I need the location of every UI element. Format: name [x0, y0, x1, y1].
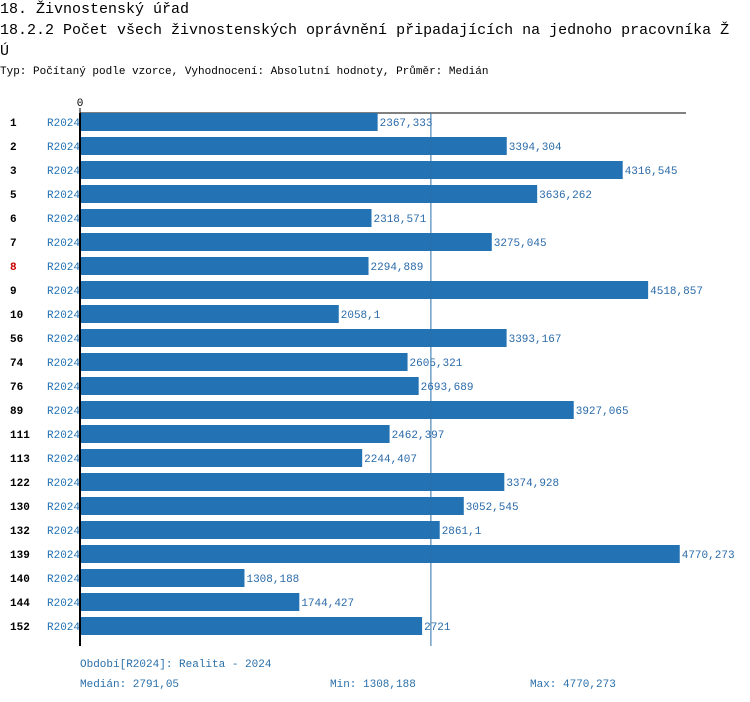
bar	[80, 137, 507, 155]
category-label: 111	[10, 430, 30, 442]
category-label: 3	[10, 166, 17, 178]
value-label: 2693,689	[421, 382, 474, 394]
bar	[80, 353, 408, 371]
min-label: Min: 1308,188	[330, 679, 416, 691]
value-label: 4770,273	[682, 550, 735, 562]
bar	[80, 113, 378, 131]
value-label: 1308,188	[246, 574, 299, 586]
value-label: 3393,167	[509, 334, 562, 346]
series-label: R2024	[47, 454, 80, 466]
series-label: R2024	[47, 214, 80, 226]
bar	[80, 521, 440, 539]
category-label: 1	[10, 118, 17, 130]
bar	[80, 545, 680, 563]
series-label: R2024	[47, 286, 80, 298]
category-label: 10	[10, 310, 23, 322]
bar	[80, 257, 369, 275]
category-label: 89	[10, 406, 23, 418]
bar	[80, 569, 245, 587]
value-label: 2367,333	[380, 118, 433, 130]
value-label: 2605,321	[410, 358, 463, 370]
value-label: 2058,1	[341, 310, 381, 322]
category-label: 139	[10, 550, 30, 562]
value-label: 4316,545	[625, 166, 678, 178]
series-label: R2024	[47, 118, 80, 130]
series-label: R2024	[47, 550, 80, 562]
series-label: R2024	[47, 166, 80, 178]
value-label: 1744,427	[301, 598, 354, 610]
series-label: R2024	[47, 262, 80, 274]
category-label: 2	[10, 142, 17, 154]
value-label: 3374,928	[506, 478, 559, 490]
series-label: R2024	[47, 430, 80, 442]
bar	[80, 185, 538, 203]
value-label: 3394,304	[509, 142, 562, 154]
bar	[80, 305, 339, 323]
category-label: 152	[10, 622, 30, 634]
series-label: R2024	[47, 142, 80, 154]
category-label: 132	[10, 526, 30, 538]
bar	[80, 593, 300, 611]
x-tick-label: 0	[77, 98, 84, 110]
category-label: 5	[10, 190, 17, 202]
value-label: 3927,065	[576, 406, 629, 418]
category-label: 122	[10, 478, 30, 490]
category-label: 8	[10, 262, 17, 274]
series-label: R2024	[47, 526, 80, 538]
chart-subtitle: Typ: Počítaný podle vzorce, Vyhodnocení:…	[0, 66, 489, 78]
value-label: 3636,262	[539, 190, 592, 202]
series-label: R2024	[47, 358, 80, 370]
bar	[80, 233, 492, 251]
series-label: R2024	[47, 190, 80, 202]
median-label: Medián: 2791,05	[80, 679, 179, 691]
bar	[80, 161, 623, 179]
bar	[80, 377, 419, 395]
bar	[80, 281, 649, 299]
bar	[80, 401, 574, 419]
series-label: R2024	[47, 574, 80, 586]
value-label: 3052,545	[466, 502, 519, 514]
category-label: 56	[10, 334, 23, 346]
series-label: R2024	[47, 406, 80, 418]
series-label: R2024	[47, 478, 80, 490]
value-label: 2721	[424, 622, 451, 634]
bar	[80, 617, 423, 635]
series-label: R2024	[47, 310, 80, 322]
category-label: 9	[10, 286, 17, 298]
section-title: 18. Živnostenský úřad	[0, 1, 190, 18]
series-label: R2024	[47, 502, 80, 514]
category-label: 7	[10, 238, 17, 250]
series-label: R2024	[47, 334, 80, 346]
value-label: 2244,407	[364, 454, 417, 466]
bar	[80, 209, 372, 227]
value-label: 2462,397	[392, 430, 445, 442]
bar	[80, 497, 464, 515]
value-label: 2318,571	[374, 214, 427, 226]
series-label: R2024	[47, 382, 80, 394]
value-label: 2861,1	[442, 526, 482, 538]
period: Období[R2024]: Realita - 2024	[80, 659, 272, 671]
bar	[80, 425, 390, 443]
series-label: R2024	[47, 622, 80, 634]
value-label: 3275,045	[494, 238, 547, 250]
chart-title: 18.2.2 Počet všech živnostenských oprávn…	[0, 22, 730, 60]
bar	[80, 473, 505, 491]
category-label: 74	[10, 358, 24, 370]
category-label: 6	[10, 214, 17, 226]
category-label: 144	[10, 598, 30, 610]
category-label: 76	[10, 382, 23, 394]
bar	[80, 449, 363, 467]
value-label: 4518,857	[650, 286, 703, 298]
category-label: 130	[10, 502, 30, 514]
series-label: R2024	[47, 238, 80, 250]
max-label: Max: 4770,273	[530, 679, 616, 691]
bar	[80, 329, 507, 347]
series-label: R2024	[47, 598, 80, 610]
value-label: 2294,889	[371, 262, 424, 274]
category-label: 113	[10, 454, 30, 466]
category-label: 140	[10, 574, 30, 586]
